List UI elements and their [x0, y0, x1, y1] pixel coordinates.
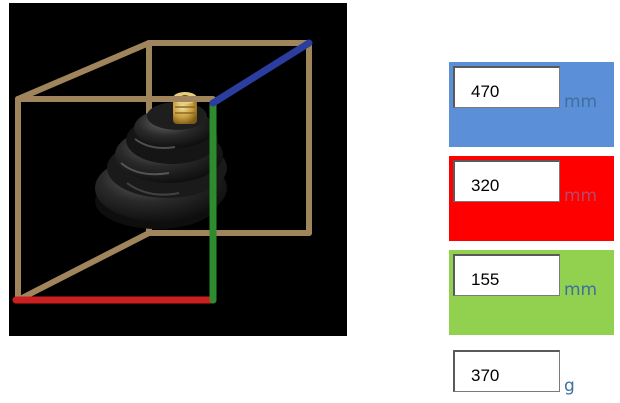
height-unit-label: mm — [564, 280, 598, 300]
weight-input[interactable] — [453, 350, 560, 392]
weight-panel: g — [449, 346, 614, 396]
product-3d-preview — [9, 3, 347, 336]
box-frame-front — [15, 96, 216, 303]
bounding-box-diagram — [12, 39, 313, 304]
weight-unit-label: g — [564, 376, 575, 396]
length-axis — [209, 39, 313, 107]
length-panel: mm — [449, 62, 614, 147]
length-unit-label: mm — [564, 92, 598, 112]
width-panel: mm — [449, 156, 614, 241]
width-input[interactable] — [453, 160, 560, 202]
height-panel: mm — [449, 250, 614, 335]
height-input[interactable] — [453, 254, 560, 296]
product-bellows — [95, 102, 227, 229]
length-input[interactable] — [453, 66, 560, 108]
width-unit-label: mm — [564, 186, 598, 206]
